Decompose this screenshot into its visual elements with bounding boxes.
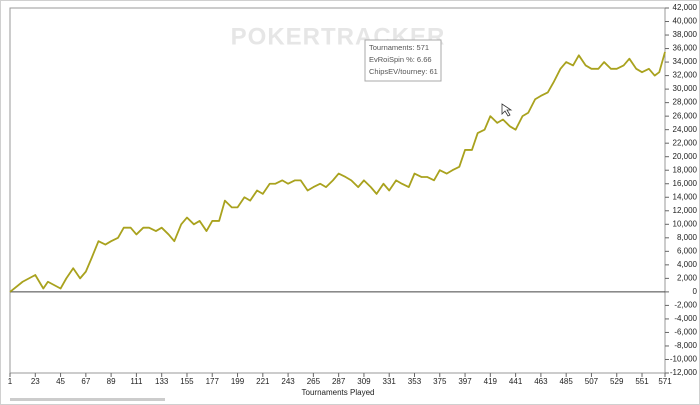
x-tick-label: 463 bbox=[534, 377, 548, 386]
x-tick-label: 287 bbox=[332, 377, 346, 386]
y-tick-label: 20,000 bbox=[673, 152, 698, 161]
y-tick-label: -4,000 bbox=[674, 314, 697, 323]
y-tick-label: 42,000 bbox=[673, 3, 698, 12]
y-tick-label: 18,000 bbox=[673, 165, 698, 174]
x-tick-label: 89 bbox=[107, 377, 116, 386]
scrollbar[interactable] bbox=[10, 398, 165, 401]
y-tick-label: 36,000 bbox=[673, 44, 698, 53]
y-tick-label: 34,000 bbox=[673, 57, 698, 66]
x-tick-label: 45 bbox=[56, 377, 65, 386]
x-tick-label: 309 bbox=[357, 377, 371, 386]
tooltip-line: Tournaments: 571 bbox=[369, 43, 429, 52]
x-tick-label: 221 bbox=[256, 377, 270, 386]
y-tick-label: 12,000 bbox=[673, 206, 698, 215]
y-tick-label: -6,000 bbox=[674, 328, 697, 337]
series-line bbox=[9, 51, 666, 293]
x-tick-label: 199 bbox=[231, 377, 245, 386]
y-tick-label: 16,000 bbox=[673, 179, 698, 188]
x-tick-label: 243 bbox=[281, 377, 295, 386]
plot-area bbox=[9, 7, 666, 374]
x-tick-label: 529 bbox=[610, 377, 624, 386]
tooltip-line: EvRoiSpin %: 6.66 bbox=[369, 55, 432, 64]
x-tick-label: 397 bbox=[458, 377, 472, 386]
tooltip-box: Tournaments: 571 EvRoiSpin %: 6.66 Chips… bbox=[364, 39, 442, 82]
y-tick-label: 4,000 bbox=[677, 260, 698, 269]
y-tick-label: -2,000 bbox=[674, 301, 697, 310]
y-tick-label: 2,000 bbox=[677, 273, 698, 282]
x-tick-label: 23 bbox=[31, 377, 40, 386]
x-tick-label: 331 bbox=[383, 377, 397, 386]
x-tick-label: 353 bbox=[408, 377, 422, 386]
y-tick-label: 8,000 bbox=[677, 233, 698, 242]
x-tick-label: 133 bbox=[155, 377, 169, 386]
y-tick-label: 28,000 bbox=[673, 98, 698, 107]
x-tick-label: 67 bbox=[81, 377, 90, 386]
y-tick-label: 30,000 bbox=[673, 84, 698, 93]
y-tick-label: 26,000 bbox=[673, 111, 698, 120]
y-tick-label: 0 bbox=[693, 287, 698, 296]
y-tick-label: -10,000 bbox=[670, 355, 698, 364]
y-tick-label: 14,000 bbox=[673, 192, 698, 201]
y-tick-label: 40,000 bbox=[673, 17, 698, 26]
y-tick-label: 10,000 bbox=[673, 219, 698, 228]
x-tick-label: 419 bbox=[484, 377, 498, 386]
y-tick-label: 32,000 bbox=[673, 71, 698, 80]
x-tick-label: 265 bbox=[307, 377, 321, 386]
x-tick-label: 507 bbox=[585, 377, 599, 386]
y-tick-label: -12,000 bbox=[670, 368, 698, 377]
x-tick-label: 155 bbox=[180, 377, 194, 386]
y-tick-label: -8,000 bbox=[674, 341, 697, 350]
x-axis-label: Tournaments Played bbox=[302, 388, 375, 397]
y-tick-label: 38,000 bbox=[673, 30, 698, 39]
tooltip-line: ChipsEV/tourney: 61 bbox=[369, 67, 438, 76]
x-tick-label: 571 bbox=[658, 377, 672, 386]
cursor bbox=[501, 103, 513, 117]
y-tick-label: 24,000 bbox=[673, 125, 698, 134]
x-tick-label: 111 bbox=[130, 377, 143, 386]
y-tick-label: 22,000 bbox=[673, 138, 698, 147]
x-tick-label: 177 bbox=[206, 377, 220, 386]
y-tick-label: 6,000 bbox=[677, 246, 698, 255]
x-tick-label: 441 bbox=[509, 377, 523, 386]
x-tick-label: 1 bbox=[8, 377, 13, 386]
x-tick-label: 551 bbox=[635, 377, 649, 386]
x-tick-label: 375 bbox=[433, 377, 447, 386]
x-tick-label: 485 bbox=[559, 377, 573, 386]
